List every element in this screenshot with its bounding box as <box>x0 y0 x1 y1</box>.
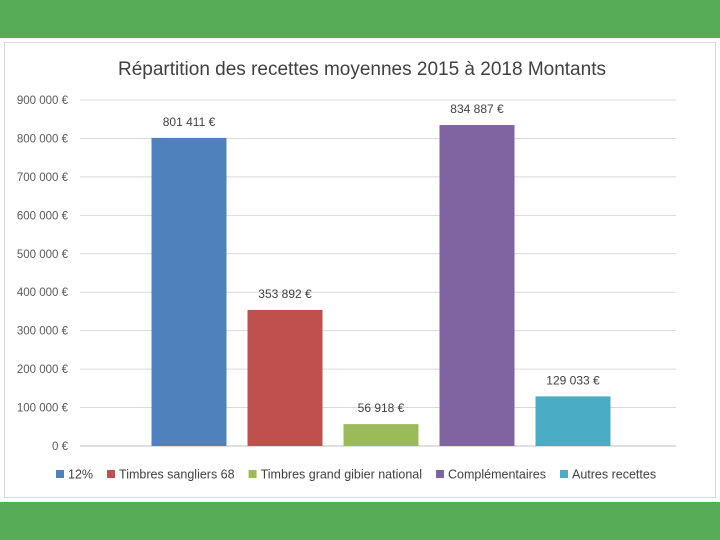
y-tick-label: 200 000 € <box>17 364 69 376</box>
legend-entry: Timbres grand gibier national <box>261 468 422 482</box>
bar <box>439 125 515 446</box>
legend-entry: Timbres sangliers 68 <box>119 468 235 482</box>
legend-swatch <box>436 470 445 478</box>
y-tick-label: 400 000 € <box>17 287 69 299</box>
chart-title: Répartition des recettes moyennes 2015 à… <box>118 59 606 80</box>
y-tick-label: 700 000 € <box>17 172 69 184</box>
data-label: 834 887 € <box>450 102 504 116</box>
legend-entry: 12% <box>68 468 93 482</box>
y-tick-label: 100 000 € <box>17 403 69 415</box>
data-label: 353 892 € <box>258 287 312 301</box>
bottom-green-band <box>0 502 720 540</box>
legend-swatch <box>107 470 116 478</box>
top-green-band <box>0 0 720 38</box>
bar <box>151 137 227 447</box>
y-tick-label: 600 000 € <box>17 210 69 222</box>
y-tick-label: 300 000 € <box>17 326 69 338</box>
data-label: 801 411 € <box>163 115 216 129</box>
legend-entry: Autres recettes <box>572 468 656 482</box>
legend-swatch <box>248 470 257 478</box>
bar <box>247 309 323 446</box>
legend-entry: Complémentaires <box>448 468 546 482</box>
data-label: 56 918 € <box>358 401 405 415</box>
legend-swatch <box>560 470 568 478</box>
legend: 12% Timbres sangliers 68 Timbres grand gib… <box>56 468 656 482</box>
legend-swatch <box>56 470 64 478</box>
data-label: 129 033 € <box>546 373 600 387</box>
y-tick-label: 900 000 € <box>17 95 69 107</box>
bar <box>535 396 611 446</box>
y-tick-label: 500 000 € <box>17 249 69 261</box>
y-tick-label: 0 € <box>52 441 69 453</box>
y-axis-ticks: 0 € 100 000 € 200 000 € 300 000 € 400 000 € 5… <box>17 95 69 453</box>
bar <box>343 424 419 446</box>
bars <box>151 125 611 447</box>
data-labels: 801 411 € 353 892 € 56 918 € 834 887 € 129 0… <box>163 102 600 415</box>
y-tick-label: 800 000 € <box>17 133 69 145</box>
